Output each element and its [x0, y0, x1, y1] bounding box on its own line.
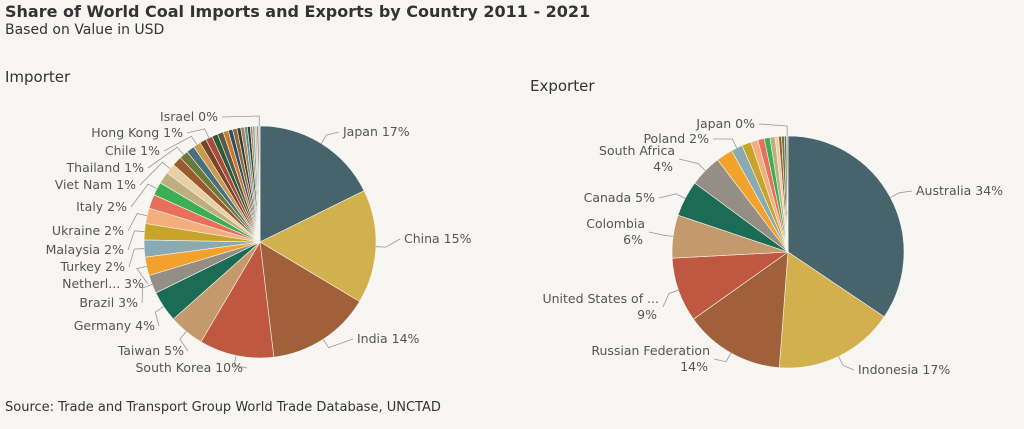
source-note: Source: Trade and Transport Group World …	[5, 400, 441, 415]
chart-title: Share of World Coal Imports and Exports …	[5, 2, 591, 21]
chart-subtitle: Based on Value in USD	[5, 22, 165, 38]
slice-label: Indonesia 17%	[858, 362, 950, 377]
slice-label: Chile 1%	[105, 143, 160, 158]
leader-line	[712, 138, 738, 149]
leader-line	[648, 231, 674, 237]
leader-line	[127, 213, 148, 232]
pie-slice[interactable]	[259, 125, 365, 243]
slice-label: China 15%	[404, 231, 472, 246]
leader-line	[163, 135, 198, 152]
slice-label: Brazil 3%	[79, 295, 138, 310]
slice-label: Australia 34%	[916, 183, 1003, 198]
slice-label: Canada 5%	[584, 190, 655, 205]
leader-line	[147, 146, 184, 169]
slice-label: Thailand 1%	[66, 160, 145, 175]
slice-label: Colombia 6%	[586, 216, 645, 247]
leader-line	[375, 238, 401, 248]
leader-line	[179, 331, 189, 352]
slice-label: Russian Federation 14%	[591, 343, 710, 374]
pie-0: Japan 17% China 15% India 14% South Korea 1…	[46, 109, 472, 375]
leader-line	[221, 115, 260, 127]
slice-label: Japan 17%	[342, 124, 410, 139]
leader-line	[713, 352, 732, 363]
leader-line	[154, 306, 164, 327]
leader-line	[758, 123, 788, 137]
leader-line	[838, 356, 855, 371]
slice-label: Viet Nam 1%	[55, 177, 136, 192]
exporter-title: Exporter	[530, 77, 595, 95]
leader-line	[136, 266, 149, 285]
pie-1: Australia 34% Indonesia 17% Russian Federa…	[542, 116, 1003, 377]
leader-line	[130, 183, 158, 208]
slice-label: Israel 0%	[160, 109, 218, 124]
pie-slice[interactable]	[258, 125, 261, 243]
leader-line	[127, 230, 145, 251]
slice-label: Japan 0%	[695, 116, 755, 131]
slice-label: Hong Kong 1%	[91, 125, 183, 140]
leader-line	[890, 190, 913, 198]
slice-label: Germany 4%	[74, 318, 155, 333]
slice-label: Italy 2%	[76, 199, 127, 214]
leader-line	[128, 248, 145, 268]
leader-line	[139, 161, 171, 186]
leader-line	[658, 193, 686, 199]
slice-label: South Africa 4%	[599, 143, 675, 174]
pie-slice[interactable]	[693, 251, 789, 368]
slice-label: Netherl... 3%	[62, 276, 144, 291]
slice-label: Taiwan 5%	[117, 343, 184, 358]
slice-label: India 14%	[357, 331, 420, 346]
leader-line	[186, 128, 210, 139]
leader-line	[320, 131, 340, 144]
slice-label: Malaysia 2%	[46, 242, 125, 257]
leader-line	[141, 283, 153, 304]
leader-line	[678, 158, 706, 171]
pie-slice[interactable]	[259, 190, 377, 302]
leader-line	[322, 338, 354, 349]
leader-line	[662, 289, 679, 308]
slice-label: South Korea 10%	[136, 360, 244, 375]
importer-title: Importer	[5, 68, 71, 86]
slice-label: United States of ... 9%	[542, 291, 659, 322]
pie-slice[interactable]	[200, 241, 275, 359]
slice-label: Turkey 2%	[60, 259, 126, 274]
slice-label: Ukraine 2%	[52, 223, 124, 238]
leader-line	[233, 355, 248, 369]
slice-label: Poland 2%	[643, 131, 709, 146]
